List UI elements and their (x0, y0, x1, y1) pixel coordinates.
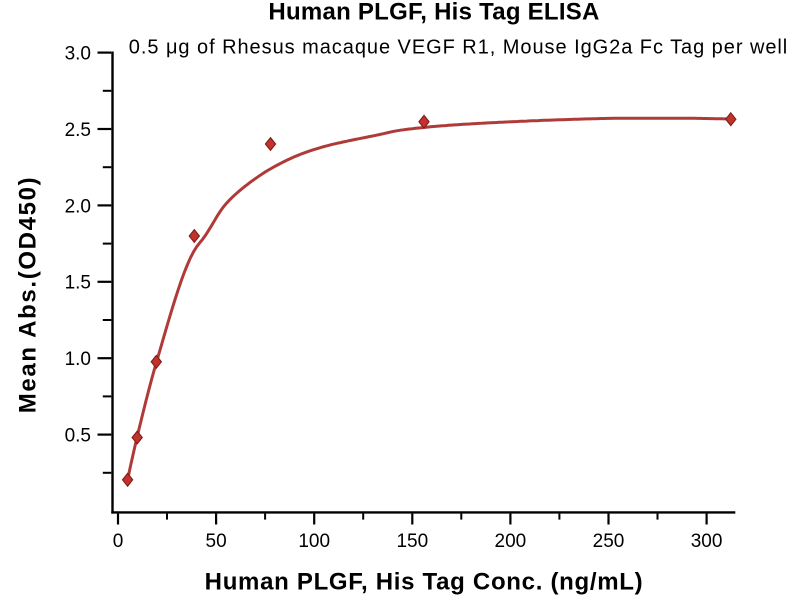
svg-text:200: 200 (495, 531, 527, 552)
svg-text:2.0: 2.0 (65, 196, 91, 217)
svg-text:1.0: 1.0 (65, 349, 91, 370)
svg-text:150: 150 (396, 531, 428, 552)
svg-text:300: 300 (691, 531, 723, 552)
svg-text:100: 100 (298, 531, 330, 552)
svg-text:Human PLGF, His Tag Conc. (ng/: Human PLGF, His Tag Conc. (ng/mL) (205, 569, 644, 596)
svg-text:Human PLGF, His Tag ELISA: Human PLGF, His Tag ELISA (268, 0, 599, 26)
svg-text:Mean Abs.(OD450): Mean Abs.(OD450) (15, 176, 42, 414)
svg-text:0.5: 0.5 (65, 426, 91, 447)
svg-text:3.0: 3.0 (65, 44, 91, 65)
svg-text:0: 0 (113, 531, 124, 552)
svg-text:2.5: 2.5 (65, 120, 91, 141)
svg-text:1.5: 1.5 (65, 273, 91, 294)
svg-text:50: 50 (206, 531, 227, 552)
svg-text:0.5 μg of Rhesus macaque VEGF: 0.5 μg of Rhesus macaque VEGF R1, Mouse … (129, 37, 788, 59)
svg-text:250: 250 (593, 531, 625, 552)
